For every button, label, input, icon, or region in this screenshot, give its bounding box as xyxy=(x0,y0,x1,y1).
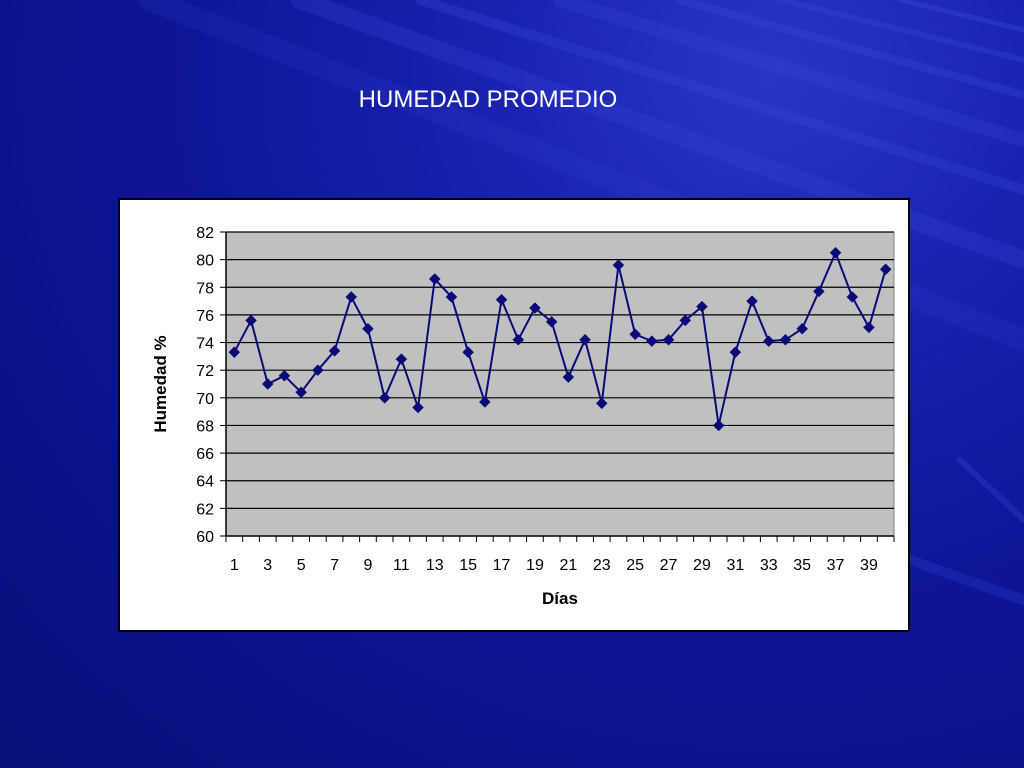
data-point-marker xyxy=(529,302,541,314)
data-point-marker xyxy=(278,369,291,382)
data-point-marker xyxy=(295,386,308,399)
data-point-marker xyxy=(779,333,792,346)
data-point-marker xyxy=(662,333,675,346)
x-tick-label: 9 xyxy=(363,557,372,574)
data-point-marker xyxy=(512,333,525,346)
data-point-marker xyxy=(261,378,274,390)
data-point-marker xyxy=(495,293,508,306)
y-tick-label: 82 xyxy=(196,225,214,242)
x-tick-label: 19 xyxy=(526,557,544,574)
data-point-marker xyxy=(412,401,424,414)
data-point-marker xyxy=(478,396,491,408)
data-point-marker xyxy=(846,291,859,303)
x-tick-label: 15 xyxy=(459,557,477,574)
y-tick-label: 70 xyxy=(196,391,214,408)
x-tick-label: 29 xyxy=(693,557,711,574)
data-point-marker xyxy=(746,295,758,307)
x-tick-label: 7 xyxy=(330,557,339,574)
plot-area xyxy=(225,231,895,537)
data-point-marker xyxy=(696,300,708,313)
data-point-marker xyxy=(228,346,241,359)
data-point-marker xyxy=(579,333,591,346)
data-point-marker xyxy=(462,346,475,359)
y-tick-label: 76 xyxy=(196,308,214,325)
data-point-marker xyxy=(812,285,825,298)
data-point-marker xyxy=(645,335,658,348)
x-tick-label: 3 xyxy=(263,557,272,574)
data-point-marker xyxy=(345,291,358,303)
data-point-marker xyxy=(328,344,341,357)
y-tick-label: 64 xyxy=(196,474,214,491)
x-tick-label: 13 xyxy=(426,557,444,574)
data-point-marker xyxy=(362,322,374,335)
data-point-marker xyxy=(612,259,625,272)
data-point-marker xyxy=(595,397,608,410)
y-tick-label: 62 xyxy=(196,501,214,518)
x-tick-label: 35 xyxy=(793,557,811,574)
y-tick-label: 60 xyxy=(196,529,214,546)
data-point-marker xyxy=(629,328,642,341)
y-tick-label: 66 xyxy=(196,446,214,463)
series-line xyxy=(233,250,887,426)
data-point-marker xyxy=(445,291,458,303)
x-tick-label: 1 xyxy=(230,557,239,574)
y-tick-label: 74 xyxy=(196,336,214,353)
x-tick-label: 11 xyxy=(393,557,410,574)
y-tick-label: 68 xyxy=(196,418,214,435)
x-axis-title: Días xyxy=(542,589,578,608)
x-tick-label: 25 xyxy=(626,557,644,574)
data-point-marker xyxy=(729,346,742,359)
data-point-marker xyxy=(245,314,257,327)
data-point-marker xyxy=(863,321,875,334)
data-point-marker xyxy=(762,335,775,348)
data-point-marker xyxy=(311,364,324,377)
y-axis-title: Humedad % xyxy=(151,335,170,432)
data-point-marker xyxy=(428,273,441,285)
y-tick-label: 78 xyxy=(196,280,214,297)
x-tick-label: 23 xyxy=(593,557,611,574)
chart-container: 60 62 64 66 68 70 72 74 76 78 80 82 1 3 5 7 9 11 13 15 17 19 2… xyxy=(118,198,910,632)
data-point-marker xyxy=(879,263,892,276)
y-tick-label: 80 xyxy=(196,253,214,270)
x-tick-label: 39 xyxy=(860,557,878,574)
data-point-marker xyxy=(545,315,558,328)
data-point-marker xyxy=(395,353,408,365)
x-tick-label: 37 xyxy=(827,557,845,574)
x-tick-label: 21 xyxy=(559,557,577,574)
x-tick-label: 17 xyxy=(493,557,511,574)
data-point-marker xyxy=(796,322,809,335)
slide-title: HUMEDAD PROMEDIO xyxy=(358,86,618,113)
data-point-marker xyxy=(712,419,725,432)
x-tick-label: 27 xyxy=(660,557,678,574)
x-tick-label: 5 xyxy=(297,557,306,574)
data-point-marker xyxy=(829,246,842,259)
y-tick-label: 72 xyxy=(196,363,214,380)
data-point-marker xyxy=(562,371,575,383)
x-tick-label: 33 xyxy=(760,557,778,574)
x-tick-label: 31 xyxy=(726,557,744,574)
data-point-marker xyxy=(679,314,692,327)
data-point-marker xyxy=(378,391,391,404)
